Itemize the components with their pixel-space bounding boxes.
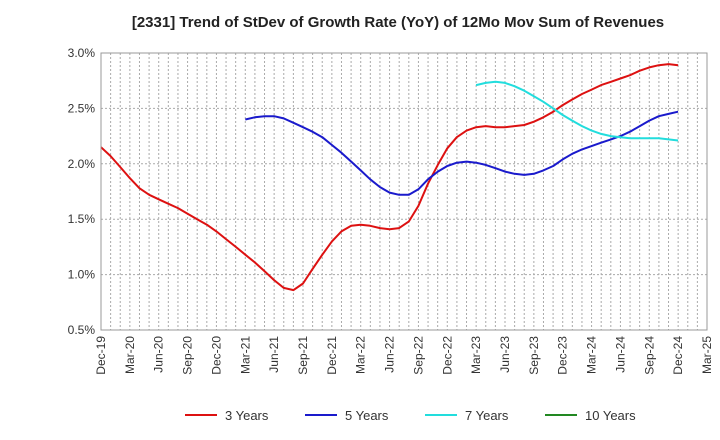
legend-label-3-years: 3 Years: [225, 408, 269, 423]
x-tick-label: Mar-24: [585, 336, 599, 374]
x-tick-label: Sep-22: [411, 336, 425, 375]
x-tick-label: Dec-20: [209, 336, 223, 375]
y-tick-label: 1.0%: [68, 268, 96, 282]
x-tick-label: Jun-21: [267, 336, 281, 373]
x-tick-label: Mar-23: [469, 336, 483, 374]
x-axis-ticks: Dec-19 Mar-20 Jun-20 Sep-20 Dec-20 Mar-21 Jun-…: [94, 336, 714, 375]
x-tick-label: Dec-19: [94, 336, 108, 375]
y-tick-label: 3.0%: [68, 46, 96, 60]
y-tick-label: 2.5%: [68, 101, 96, 115]
x-tick-label: Sep-21: [296, 336, 310, 375]
series-line-7-years: [475, 80, 679, 142]
x-tick-label: Dec-24: [671, 336, 685, 375]
y-axis-ticks: 0.5% 1.0% 1.5% 2.0% 2.5% 3.0%: [68, 46, 96, 337]
legend-label-10-years: 10 Years: [585, 408, 636, 423]
series-lines: [100, 63, 679, 292]
y-tick-label: 0.5%: [68, 323, 96, 337]
y-tick-label: 2.0%: [68, 157, 96, 171]
x-tick-label: Jun-20: [152, 336, 166, 373]
x-tick-label: Sep-23: [527, 336, 541, 375]
x-tick-label: Dec-23: [556, 336, 570, 375]
x-tick-label: Jun-24: [613, 336, 627, 373]
x-tick-label: Dec-22: [440, 336, 454, 375]
series-line-5-years: [245, 110, 679, 196]
x-tick-label: Mar-20: [123, 336, 137, 374]
x-tick-label: Jun-23: [498, 336, 512, 373]
grid: [101, 53, 707, 330]
x-tick-label: Jun-22: [383, 336, 397, 373]
chart-title: [2331] Trend of StDev of Growth Rate (Yo…: [132, 14, 664, 31]
x-tick-label: Dec-21: [325, 336, 339, 375]
x-tick-label: Sep-24: [642, 336, 656, 375]
y-tick-label: 1.5%: [68, 212, 96, 226]
series-line-3-years: [100, 63, 679, 292]
legend-label-7-years: 7 Years: [465, 408, 509, 423]
legend: 3 Years 5 Years 7 Years 10 Years: [185, 408, 636, 423]
x-tick-label: Sep-20: [181, 336, 195, 375]
x-tick-label: Mar-25: [700, 336, 714, 374]
x-tick-label: Mar-21: [238, 336, 252, 374]
plot-frame: [100, 52, 708, 331]
legend-label-5-years: 5 Years: [345, 408, 389, 423]
x-tick-label: Mar-22: [354, 336, 368, 374]
